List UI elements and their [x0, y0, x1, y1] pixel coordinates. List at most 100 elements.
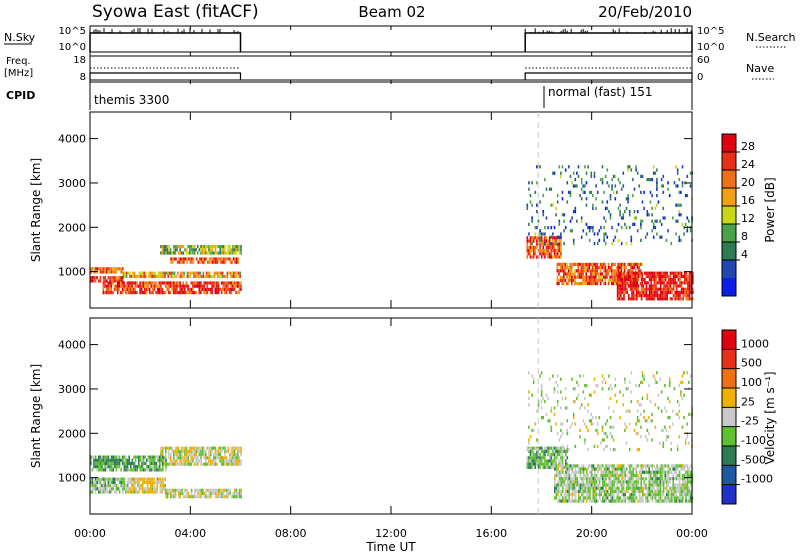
data-cell [134, 461, 137, 466]
data-cell [224, 248, 226, 252]
data-cell [555, 470, 558, 474]
data-cell [606, 464, 609, 468]
data-cell [110, 284, 113, 288]
data-cell [594, 483, 596, 487]
colorbar-tick-label: -1000 [741, 473, 773, 486]
data-cell [601, 387, 604, 391]
data-cell [577, 262, 579, 266]
data-cell [579, 275, 581, 279]
data-cell [671, 287, 673, 291]
data-cell [685, 483, 687, 487]
data-cell [115, 458, 118, 462]
data-cell [539, 200, 541, 204]
data-cell [620, 282, 623, 286]
data-cell [603, 282, 605, 286]
data-cell [620, 187, 623, 191]
data-cell [186, 271, 189, 275]
data-cell [121, 281, 124, 285]
data-cell [610, 493, 612, 497]
data-cell [566, 282, 568, 286]
data-cell [676, 287, 678, 291]
data-cell [618, 464, 620, 468]
data-cell [633, 187, 636, 191]
data-cell [142, 465, 145, 469]
data-cell [594, 464, 596, 468]
data-cell [629, 281, 632, 285]
data-cell [621, 281, 624, 285]
data-cell [652, 171, 655, 175]
data-cell [96, 276, 98, 280]
data-cell [593, 242, 596, 246]
data-cell [172, 281, 175, 285]
data-cell [666, 290, 668, 294]
data-cell [622, 216, 625, 220]
data-cell [631, 282, 634, 286]
data-cell [142, 468, 145, 472]
data-cell [590, 226, 593, 230]
data-cell [582, 266, 584, 270]
data-cell [651, 206, 653, 210]
data-cell [683, 483, 686, 487]
data-cell [216, 456, 218, 460]
data-cell [187, 287, 189, 291]
data-cell [550, 409, 553, 413]
data-cell [611, 480, 614, 484]
data-cell [550, 245, 553, 249]
data-cell [628, 422, 631, 426]
data-cell [117, 487, 119, 491]
data-cell [641, 200, 644, 204]
data-cell [621, 287, 624, 291]
data-cell [617, 238, 620, 242]
data-cell [192, 446, 194, 450]
data-cell [688, 486, 690, 490]
data-cell [192, 284, 194, 288]
data-cell [106, 490, 108, 494]
data-cell [208, 495, 210, 499]
data-cell [107, 281, 109, 285]
data-cell [144, 468, 146, 472]
data-cell [656, 371, 658, 375]
data-cell [574, 477, 577, 481]
data-cell [539, 459, 541, 463]
data-cell [157, 468, 159, 472]
data-cell [174, 245, 177, 249]
data-cell [240, 251, 242, 255]
data-cell [663, 290, 665, 294]
data-cell [616, 499, 618, 503]
data-cell [165, 271, 168, 275]
data-cell [610, 499, 612, 503]
data-cell [548, 453, 551, 457]
data-cell [680, 284, 683, 288]
data-cell [552, 374, 554, 378]
data-cell [680, 213, 682, 217]
data-cell [641, 282, 643, 286]
data-cell [172, 287, 175, 291]
data-cell [539, 165, 541, 169]
data-cell [560, 456, 562, 460]
data-cell [684, 438, 687, 442]
data-cell [680, 483, 682, 487]
data-cell [614, 235, 617, 239]
data-cell [589, 496, 591, 500]
data-cell [110, 468, 113, 472]
data-cell [526, 206, 529, 210]
colorbar-swatch [722, 446, 736, 466]
data-cell [624, 499, 626, 503]
data-cell [193, 284, 196, 288]
data-cell [568, 190, 570, 194]
data-cell [584, 477, 586, 481]
data-cell [130, 480, 133, 484]
data-cell [121, 284, 124, 288]
data-cell [217, 291, 220, 295]
data-cell [224, 449, 226, 453]
data-cell [102, 281, 105, 285]
data-cell [625, 266, 627, 270]
data-cell [552, 242, 554, 246]
data-cell [158, 468, 161, 472]
data-cell [664, 473, 666, 478]
data-cell [220, 287, 223, 291]
data-cell [208, 257, 211, 261]
data-cell [664, 274, 667, 278]
data-cell [214, 459, 217, 463]
data-cell [683, 480, 686, 484]
